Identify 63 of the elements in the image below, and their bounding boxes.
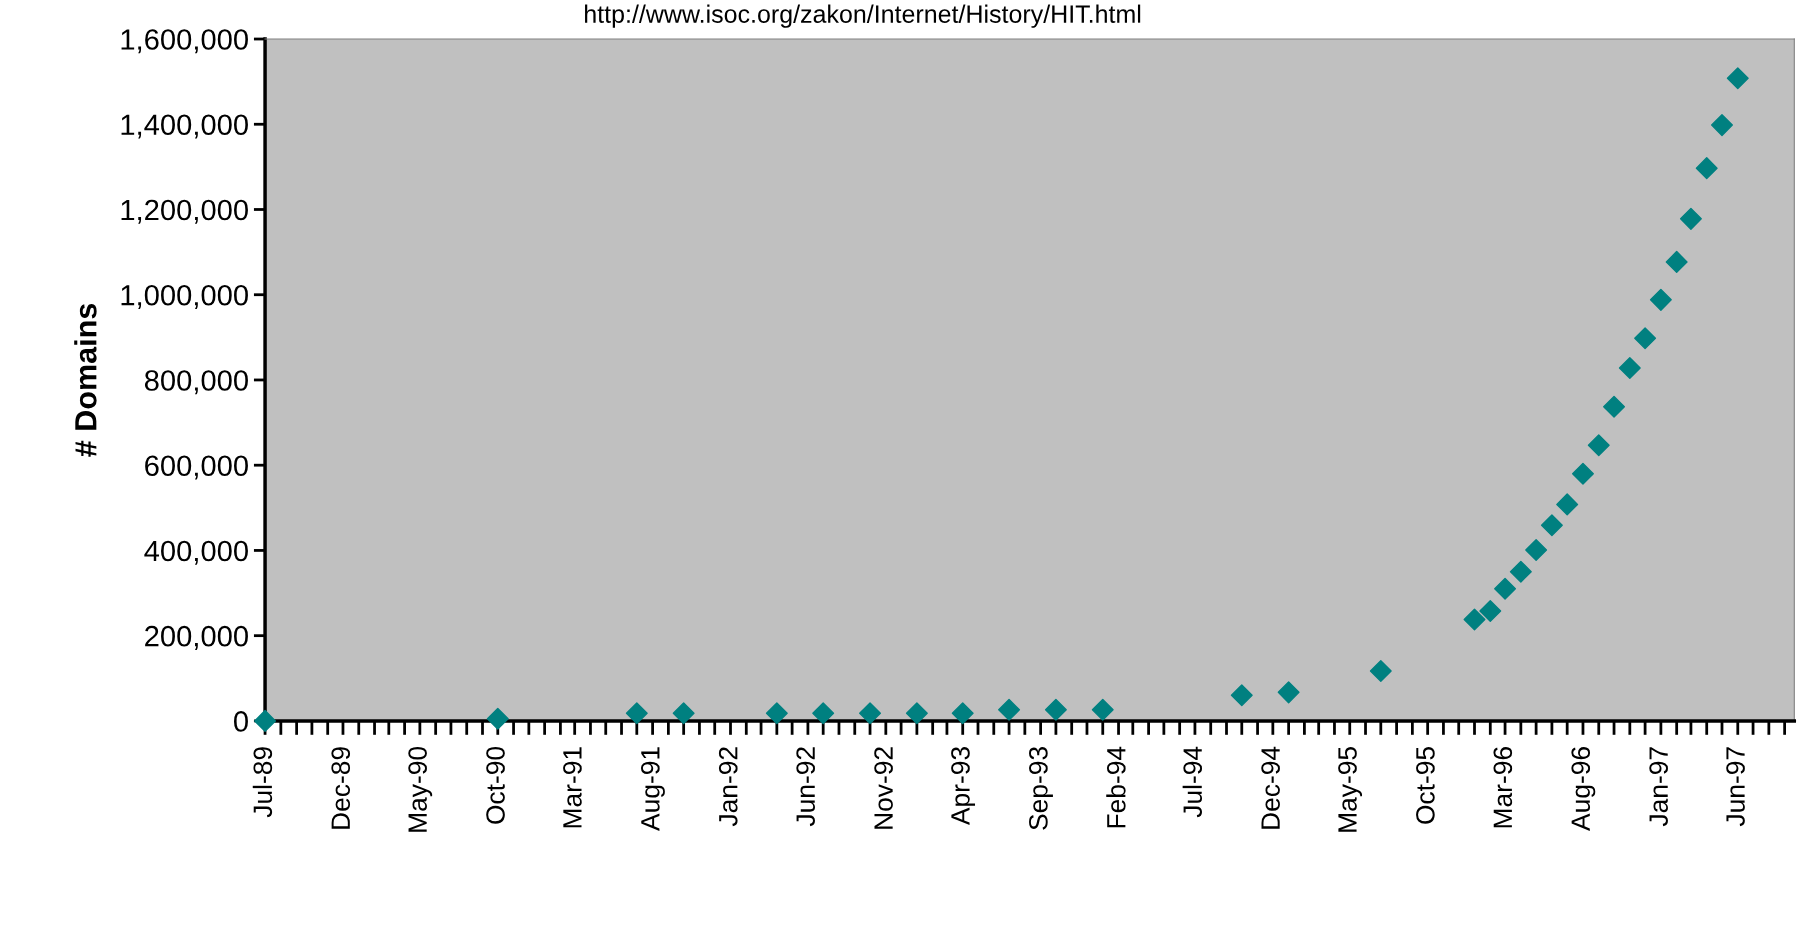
point [1571,462,1594,485]
point [1618,357,1641,380]
point [1710,114,1733,137]
point [951,702,974,725]
point [1649,288,1672,311]
x-tick-label: Jun-97 [1726,747,1745,827]
point [1369,660,1392,683]
x-tick-label: Sep-93 [1029,747,1053,830]
point [672,702,695,725]
point [1479,599,1502,622]
point [1463,608,1486,631]
point [905,702,928,725]
y-tick-label: 1,600,000 [121,29,248,54]
point [1277,681,1300,704]
x-tick-label: May-95 [1338,747,1363,832]
x-tick-label: Oct-90 [486,746,505,824]
x-tick-label: Aug-91 [640,747,665,831]
x-tick-label: Feb-94 [1106,746,1126,828]
point [486,707,509,730]
x-tick-label: Apr-93 [951,747,976,826]
point [1509,560,1532,583]
chart-subtitle: http://www.isoc.org/zakon/Internet/History/HIT.html [585,4,1141,28]
point [812,702,835,725]
x-tick-label: Nov-92 [874,747,893,829]
x-tick-label: Jun-92 [796,747,815,827]
point [1044,698,1067,721]
point [859,702,882,725]
y-tick-label: 1,400,000 [121,114,248,139]
point [1091,698,1114,721]
point [1603,395,1626,418]
point [1726,67,1749,90]
y-tick-label: 0 [234,711,248,732]
point [1540,514,1563,537]
point [1665,250,1688,273]
y-tick-label: 1,200,000 [121,199,248,224]
x-tick-label: May-90 [408,746,433,832]
point [625,702,648,725]
x-tick-label: Jan-92 [718,747,738,827]
x-tick-label: Mar-96 [1493,747,1513,828]
y-tick-label: 600,000 [145,455,248,480]
point [765,702,788,725]
x-tick-label: Dec-89 [331,747,351,829]
y-tick-label: 800,000 [144,370,248,395]
x-tick-label: Jan-97 [1649,747,1668,827]
x-tick-label: Jul-94 [1182,746,1203,818]
y-tick-label: 1,000,000 [121,284,248,310]
point [1695,157,1718,180]
x-tick-label: Mar-91 [563,747,582,828]
point [1230,684,1253,707]
x-tick-label: Dec-94 [1261,746,1280,829]
y-axis-title: # Domains [74,303,97,457]
point [998,698,1021,721]
point [1525,539,1548,562]
x-tick-label: Jul-89 [252,747,273,818]
point [1556,493,1579,516]
x-tick-label: Oct-95 [1416,747,1435,824]
y-tick-label: 400,000 [144,540,248,565]
x-tick-label: Aug-96 [1571,747,1596,831]
point [1679,207,1702,230]
point [1494,577,1517,600]
point [1587,434,1610,457]
y-tick-label: 200,000 [145,625,248,650]
point [1634,327,1657,350]
